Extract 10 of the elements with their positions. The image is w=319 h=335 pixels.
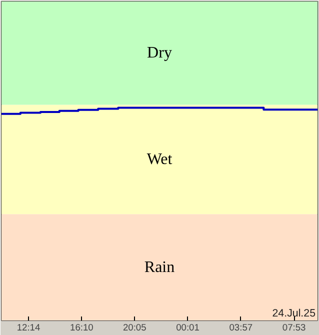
x-tick-label: 16:10 [70,322,94,332]
band-label: Wet [146,150,173,168]
x-tick-label: 00:01 [176,322,200,332]
band-label: Rain [144,258,175,276]
x-tick-label: 07:53 [282,322,306,332]
x-tick-label: 20:05 [122,322,146,332]
x-tick-label: 12:14 [16,322,40,332]
band-label: Dry [147,44,172,62]
annotation: 24.Jul.25 [272,308,316,320]
x-tick-label: 03:57 [229,322,253,332]
